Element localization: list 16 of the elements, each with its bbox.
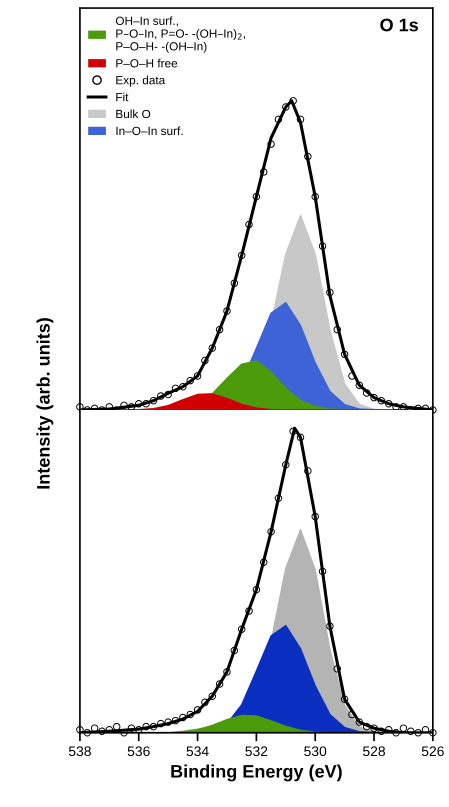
text: OH–In surf., P–O–In, P=O- -(OH–In)$_{2}$, P–O–H- -(OH–In) xyxy=(116,16,245,53)
legend-label: Exp. data xyxy=(116,76,166,87)
x-tick-label: 528 xyxy=(362,746,385,756)
x-tick-label: 534 xyxy=(186,746,209,756)
text: O 1s xyxy=(380,18,418,32)
x-tick-label: 536 xyxy=(128,746,150,756)
y-axis-title: Intensity (arb. units) xyxy=(36,318,54,489)
legend-label: In–O–In surf. xyxy=(116,126,183,136)
legend-label: Fit xyxy=(116,92,128,102)
x-axis-title: Binding Energy (eV) xyxy=(171,764,342,782)
legend-label: P–O–H free xyxy=(116,58,178,68)
x-tick-label: 538 xyxy=(68,746,91,756)
x-tick-label: 532 xyxy=(245,746,268,756)
x-tick-label: 526 xyxy=(422,746,444,756)
x-tick-label: 530 xyxy=(304,746,326,756)
legend-label: Bulk O xyxy=(116,110,150,118)
